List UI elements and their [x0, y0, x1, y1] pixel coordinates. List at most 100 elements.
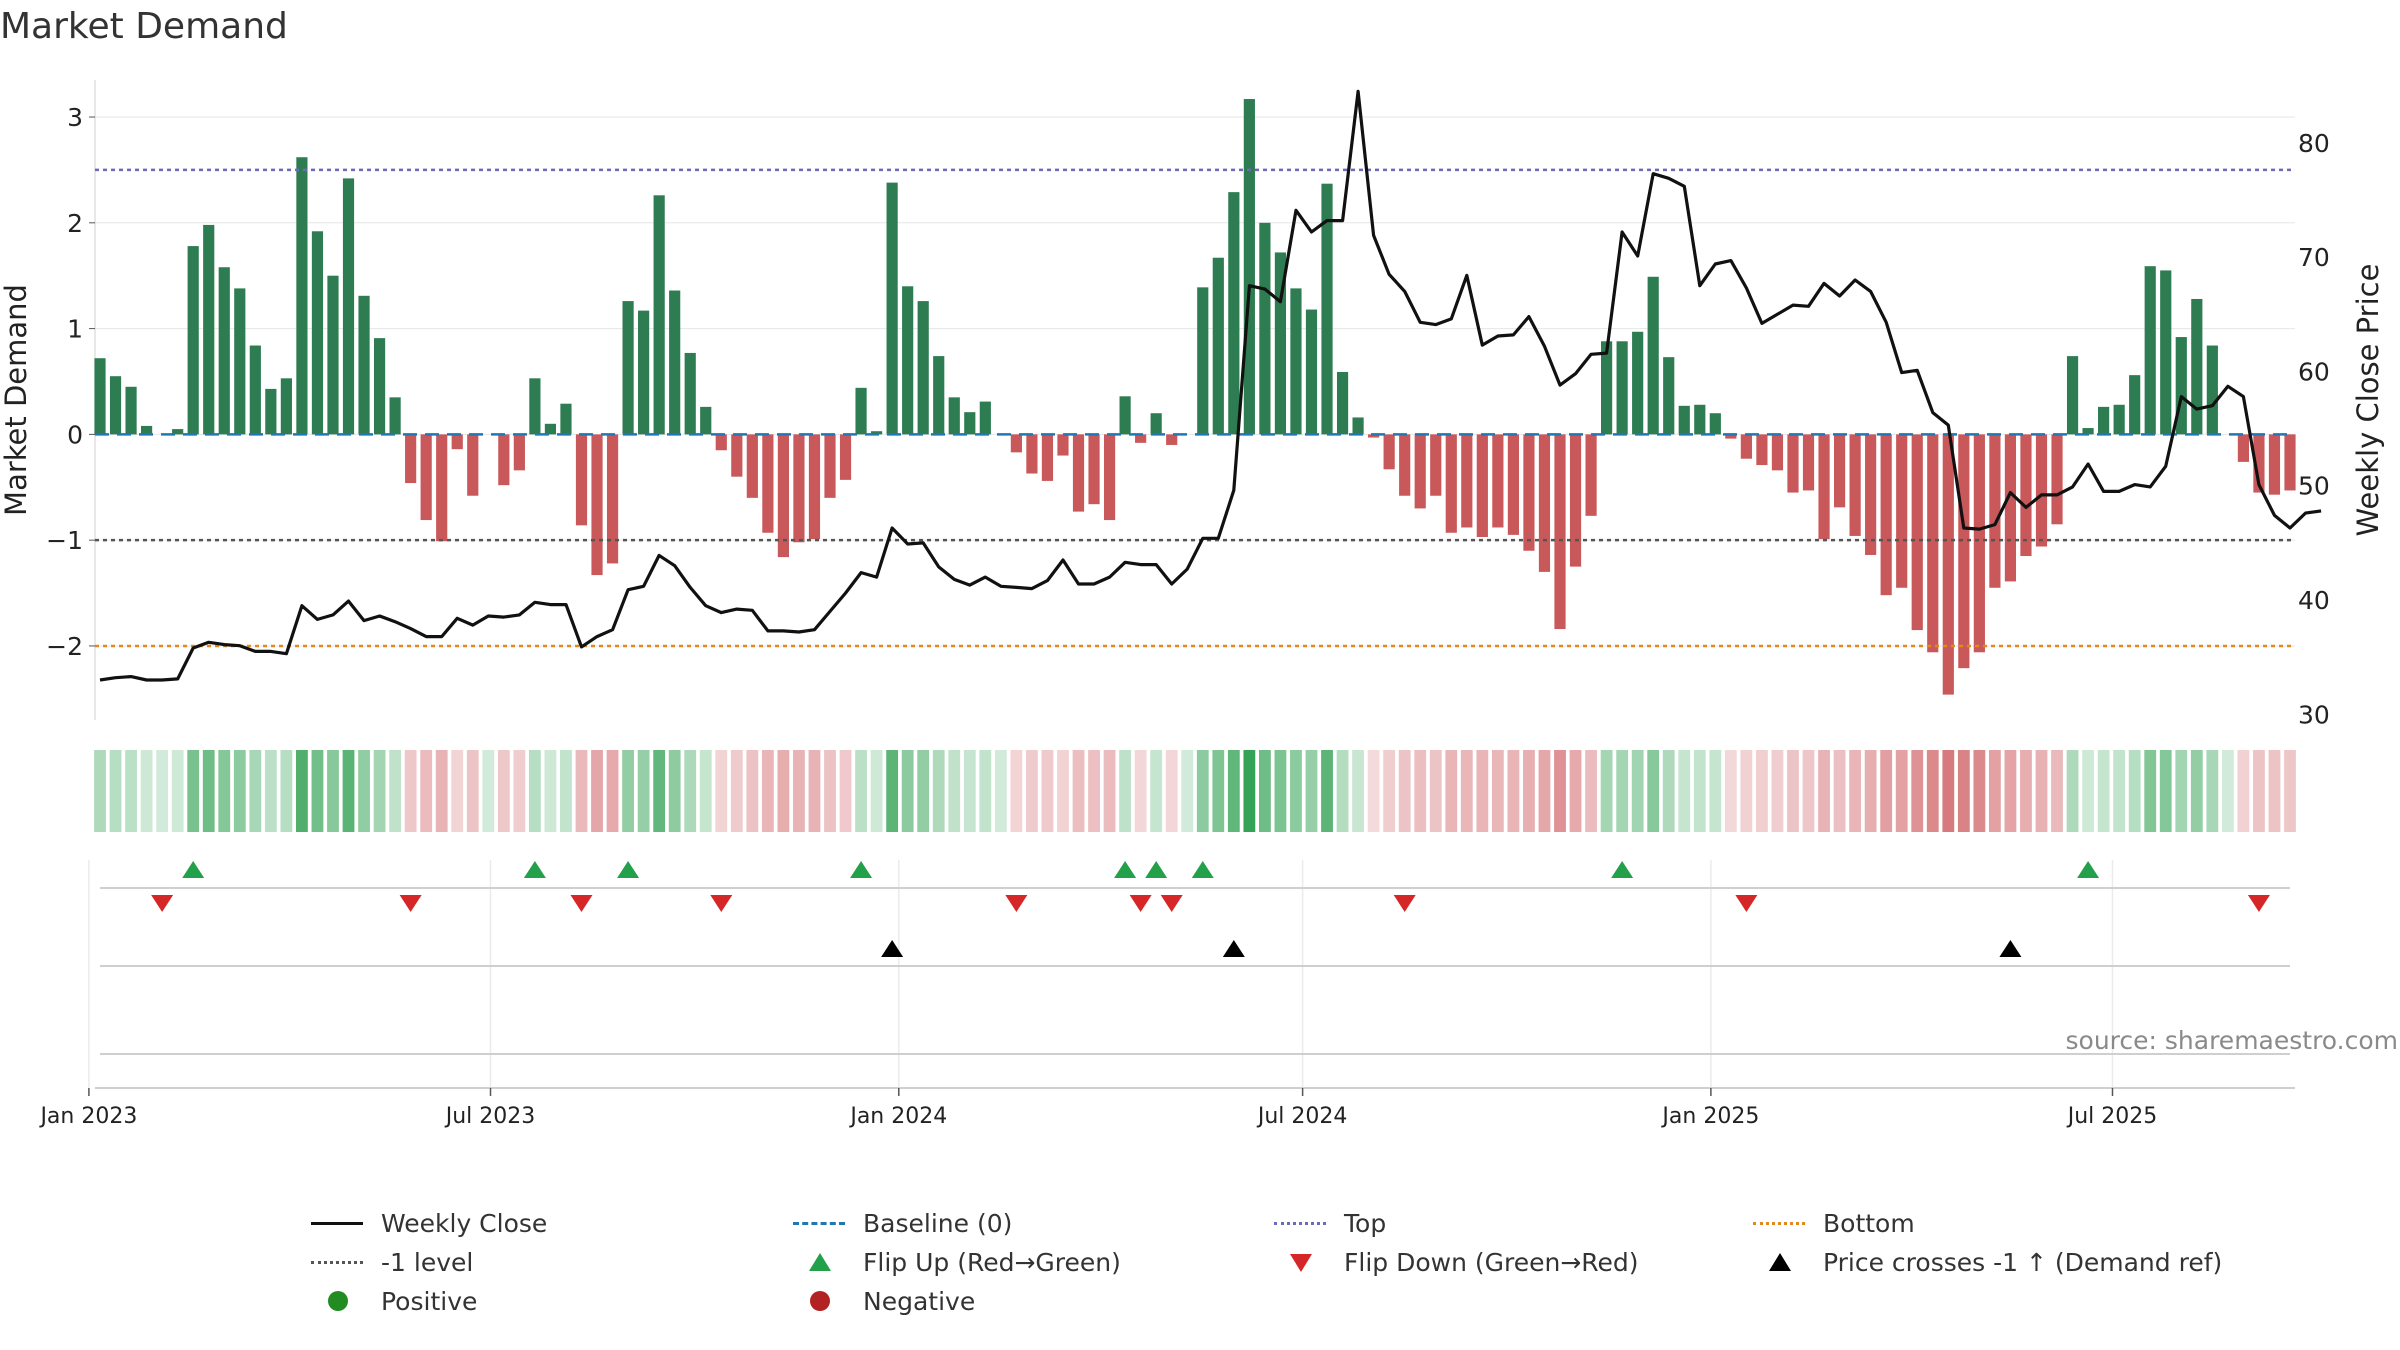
demand-bar: [917, 301, 929, 435]
demand-bar: [1849, 434, 1861, 536]
legend-flip-up: Flip Up (Red→Green): [787, 1247, 1121, 1277]
weekly-close-line: [99, 89, 2322, 682]
y-tick-label: −2: [46, 632, 83, 661]
demand-bar: [1461, 434, 1473, 528]
demand-strip-cell: [1740, 750, 1753, 832]
y2-tick-label: 70: [2298, 243, 2330, 272]
demand-strip-cell: [808, 750, 821, 832]
demand-bar: [141, 425, 153, 435]
demand-strip-cell: [2128, 750, 2141, 832]
demand-bar: [436, 434, 448, 542]
demand-strip-cell: [342, 750, 355, 832]
demand-bar: [1740, 434, 1752, 459]
demand-bar: [933, 356, 945, 435]
demand-strip-cell: [1880, 750, 1893, 832]
flip-down-marker: [1005, 895, 1028, 912]
demand-bar: [1787, 434, 1799, 493]
demand-strip-cell: [2268, 750, 2281, 832]
demand-strip-cell: [1833, 750, 1846, 832]
demand-bar: [2144, 266, 2156, 435]
y-tick-label: 0: [67, 420, 83, 449]
demand-bar: [1430, 434, 1442, 496]
demand-strip-cell: [1212, 750, 1225, 832]
demand-bar: [1212, 257, 1224, 435]
chart-title: Market Demand: [0, 6, 288, 47]
demand-strip-cell: [1507, 750, 1520, 832]
price-cross-icon: [1747, 1247, 1811, 1277]
demand-bar: [249, 345, 261, 435]
legend-positive-label: Positive: [381, 1286, 478, 1316]
demand-bar: [1632, 331, 1644, 435]
y2-tick-label: 40: [2298, 586, 2330, 615]
market-demand-chart: −2 −1 0 1 2 3 30 40 50 60 70 80 Market Demand Weekly …: [0, 80, 2398, 1129]
demand-bar: [2268, 434, 2281, 495]
demand-strip-cell: [2082, 750, 2094, 832]
demand-bar: [964, 412, 976, 435]
flip-down-marker: [2247, 895, 2270, 912]
demand-bar: [1709, 413, 1721, 435]
demand-strip-cell: [777, 750, 790, 832]
demand-bar: [700, 406, 712, 435]
demand-bar: [1476, 434, 1488, 537]
demand-strip-cell: [1864, 750, 1877, 832]
demand-strip-cell: [1088, 750, 1100, 832]
demand-bar: [1647, 276, 1659, 435]
demand-strip-cell: [699, 750, 712, 832]
demand-bar: [2051, 434, 2063, 525]
demand-bar: [498, 434, 510, 486]
demand-bar: [467, 434, 479, 496]
x-tick-label: Jan 2025: [1660, 1104, 1759, 1129]
demand-bar: [653, 195, 665, 435]
demand-bar: [203, 224, 215, 435]
demand-strip-cell: [761, 750, 774, 832]
demand-strip-cell: [606, 750, 619, 832]
demand-bar: [684, 352, 696, 435]
demand-strip-cell: [327, 750, 339, 832]
demand-bar: [280, 378, 292, 435]
demand-strip-cell: [715, 750, 728, 832]
demand-bar: [638, 310, 650, 435]
flip-up-marker: [1114, 861, 1137, 878]
legend-weekly-close: Weekly Close: [305, 1208, 547, 1238]
demand-strip-cell: [1383, 750, 1396, 832]
demand-strip-cell: [2035, 750, 2048, 832]
demand-bar: [746, 434, 758, 498]
x-tick-label: Jul 2024: [1256, 1104, 1348, 1129]
demand-strip-cell: [1911, 750, 1924, 832]
y2-tick-label: 30: [2298, 700, 2330, 729]
demand-strip-cell: [1460, 750, 1473, 832]
demand-strip-cell: [2144, 750, 2157, 832]
demand-bar: [1321, 183, 1333, 435]
demand-strip-cell: [855, 750, 867, 832]
demand-bar: [2035, 434, 2048, 547]
demand-bar: [1865, 434, 1877, 555]
demand-strip-cell: [404, 750, 417, 832]
demand-bar: [591, 434, 603, 576]
flip-down-marker: [710, 895, 733, 912]
y2-tick-label: 50: [2298, 472, 2330, 501]
demand-bar: [1072, 434, 1085, 512]
legend-flip-down: Flip Down (Green→Red): [1268, 1247, 1639, 1277]
demand-strip-cell: [1445, 750, 1458, 832]
demand-strip-cell: [156, 750, 169, 832]
demand-strip-cell: [1290, 750, 1302, 832]
demand-strip-cell: [622, 750, 634, 832]
demand-bar: [979, 401, 991, 435]
legend-negative-label: Negative: [863, 1286, 976, 1316]
demand-strip-cell: [2004, 750, 2017, 832]
demand-strip-cell: [2051, 750, 2063, 832]
demand-bar: [373, 338, 386, 435]
flip-down-icon: [1268, 1247, 1332, 1277]
demand-bar: [575, 434, 588, 526]
flip-down-marker: [1735, 895, 1758, 912]
x-tick-label: Jan 2024: [848, 1104, 947, 1129]
legend-bottom: Bottom: [1747, 1208, 1915, 1238]
y-tick-label: 2: [67, 209, 83, 238]
legend-positive: Positive: [305, 1286, 477, 1316]
demand-bar: [1274, 252, 1287, 435]
flip-down-marker: [1129, 895, 1152, 912]
demand-strip-cell: [482, 750, 495, 832]
flip-up-marker: [523, 861, 546, 878]
demand-strip-cell: [1305, 750, 1318, 832]
demand-strip-cell: [249, 750, 262, 832]
